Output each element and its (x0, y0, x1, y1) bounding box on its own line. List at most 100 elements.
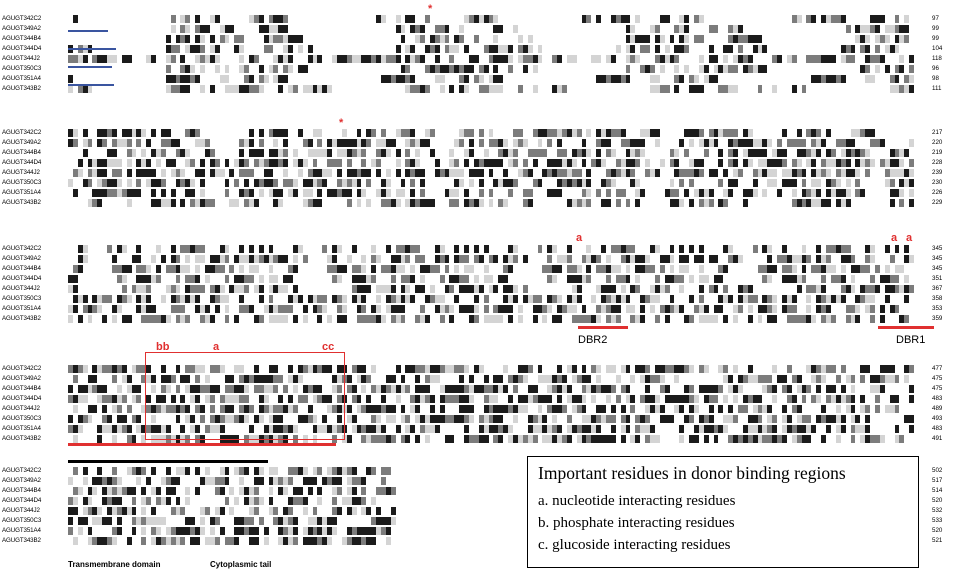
conserved-star-1: * (428, 3, 433, 15)
residue-label-a: a (576, 232, 583, 244)
end-position: 239 (932, 169, 943, 176)
dbr2-label: DBR2 (578, 334, 608, 346)
sequence-track (68, 264, 918, 273)
end-position: 351 (932, 275, 943, 282)
sequence-name: AGUGT344J2 (2, 285, 40, 292)
end-position: 217 (932, 129, 943, 136)
sequence-track (68, 476, 918, 485)
sequence-track (68, 516, 918, 525)
sequence-track (68, 486, 918, 495)
sequence-name: AGUGT343B2 (2, 435, 41, 442)
cytoplasmic-tail-label: Cytoplasmic tail (210, 560, 272, 569)
sequence-track (68, 198, 918, 207)
sequence-track (68, 34, 918, 43)
sequence-name: AGUGT343B2 (2, 85, 41, 92)
sequence-track (68, 244, 918, 253)
sequence-track (68, 14, 918, 23)
sequence-name: AGUGT344D4 (2, 275, 42, 282)
sequence-track (68, 254, 918, 263)
sequence-track (68, 148, 918, 157)
end-position: 502 (932, 467, 943, 474)
sequence-track (68, 64, 918, 73)
end-position: 345 (932, 245, 943, 252)
end-position: 517 (932, 477, 943, 484)
end-position: 98 (932, 75, 939, 82)
sequence-track (68, 158, 918, 167)
sequence-name: AGUGT344B4 (2, 149, 41, 156)
sequence-name: AGUGT344B4 (2, 385, 41, 392)
sequence-name: AGUGT349A2 (2, 477, 41, 484)
sequence-track (68, 188, 918, 197)
residue-label-a: a (906, 232, 913, 244)
sequence-name: AGUGT342C2 (2, 15, 42, 22)
conserved-star-2: * (339, 117, 344, 129)
sequence-name: AGUGT344B4 (2, 265, 41, 272)
legend-item-nucleotide: a. nucleotide interacting residues (538, 493, 736, 509)
end-position: 96 (932, 65, 939, 72)
end-position: 532 (932, 507, 943, 514)
sequence-name: AGUGT342C2 (2, 245, 42, 252)
residue-label-a: a (213, 341, 220, 353)
end-position: 475 (932, 385, 943, 392)
end-position: 229 (932, 199, 943, 206)
end-position: 493 (932, 415, 943, 422)
end-position: 228 (932, 159, 943, 166)
transmembrane-bar (68, 460, 268, 463)
residue-label-cc: cc (322, 341, 335, 353)
donor-binding-box (145, 352, 345, 440)
end-position: 491 (932, 435, 943, 442)
sequence-name: AGUGT344D4 (2, 497, 42, 504)
end-position: 475 (932, 375, 943, 382)
sequence-name: AGUGT343B2 (2, 537, 41, 544)
sequence-name: AGUGT349A2 (2, 255, 41, 262)
signal-peptide-marker (68, 48, 116, 50)
end-position: 111 (932, 85, 942, 92)
sequence-name: AGUGT342C2 (2, 365, 42, 372)
sequence-name: AGUGT350C3 (2, 415, 42, 422)
sequence-name: AGUGT344B4 (2, 487, 41, 494)
sequence-track (68, 274, 918, 283)
sequence-track (68, 54, 918, 63)
end-position: 483 (932, 395, 943, 402)
sequence-track (68, 434, 918, 443)
sequence-name: AGUGT350C3 (2, 295, 42, 302)
sequence-track (68, 496, 918, 505)
sequence-name: AGUGT343B2 (2, 199, 41, 206)
sequence-name: AGUGT350C3 (2, 517, 42, 524)
sequence-name: AGUGT344J2 (2, 405, 40, 412)
sequence-name: AGUGT350C3 (2, 179, 42, 186)
sequence-track (68, 394, 918, 403)
sequence-track (68, 374, 918, 383)
end-position: 220 (932, 139, 943, 146)
dbr1-underline (878, 326, 934, 329)
sequence-track (68, 304, 918, 313)
sequence-track (68, 536, 918, 545)
dbr1-label: DBR1 (896, 334, 926, 346)
sequence-track (68, 424, 918, 433)
end-position: 533 (932, 517, 943, 524)
sequence-name: AGUGT349A2 (2, 139, 41, 146)
sequence-track (68, 404, 918, 413)
legend-item-glucoside: c. glucoside interacting residues (538, 537, 731, 553)
sequence-track (68, 384, 918, 393)
sequence-track (68, 364, 918, 373)
end-position: 219 (932, 149, 943, 156)
sequence-name: AGUGT351A4 (2, 425, 41, 432)
residue-label-a: a (891, 232, 898, 244)
sequence-track (68, 506, 918, 515)
end-position: 359 (932, 315, 943, 322)
sequence-track (68, 74, 918, 83)
transmembrane-label: Transmembrane domain (68, 560, 161, 569)
legend-box: Important residues in donor binding regi… (527, 456, 919, 568)
end-position: 521 (932, 537, 943, 544)
sequence-track (68, 84, 918, 93)
sequence-track (68, 414, 918, 423)
sequence-name: AGUGT349A2 (2, 25, 41, 32)
residue-label-bb: bb (156, 341, 170, 353)
sequence-name: AGUGT344D4 (2, 395, 42, 402)
sequence-name: AGUGT351A4 (2, 527, 41, 534)
end-position: 230 (932, 179, 943, 186)
end-position: 353 (932, 305, 943, 312)
end-position: 367 (932, 285, 943, 292)
sequence-name: AGUGT344J2 (2, 507, 40, 514)
